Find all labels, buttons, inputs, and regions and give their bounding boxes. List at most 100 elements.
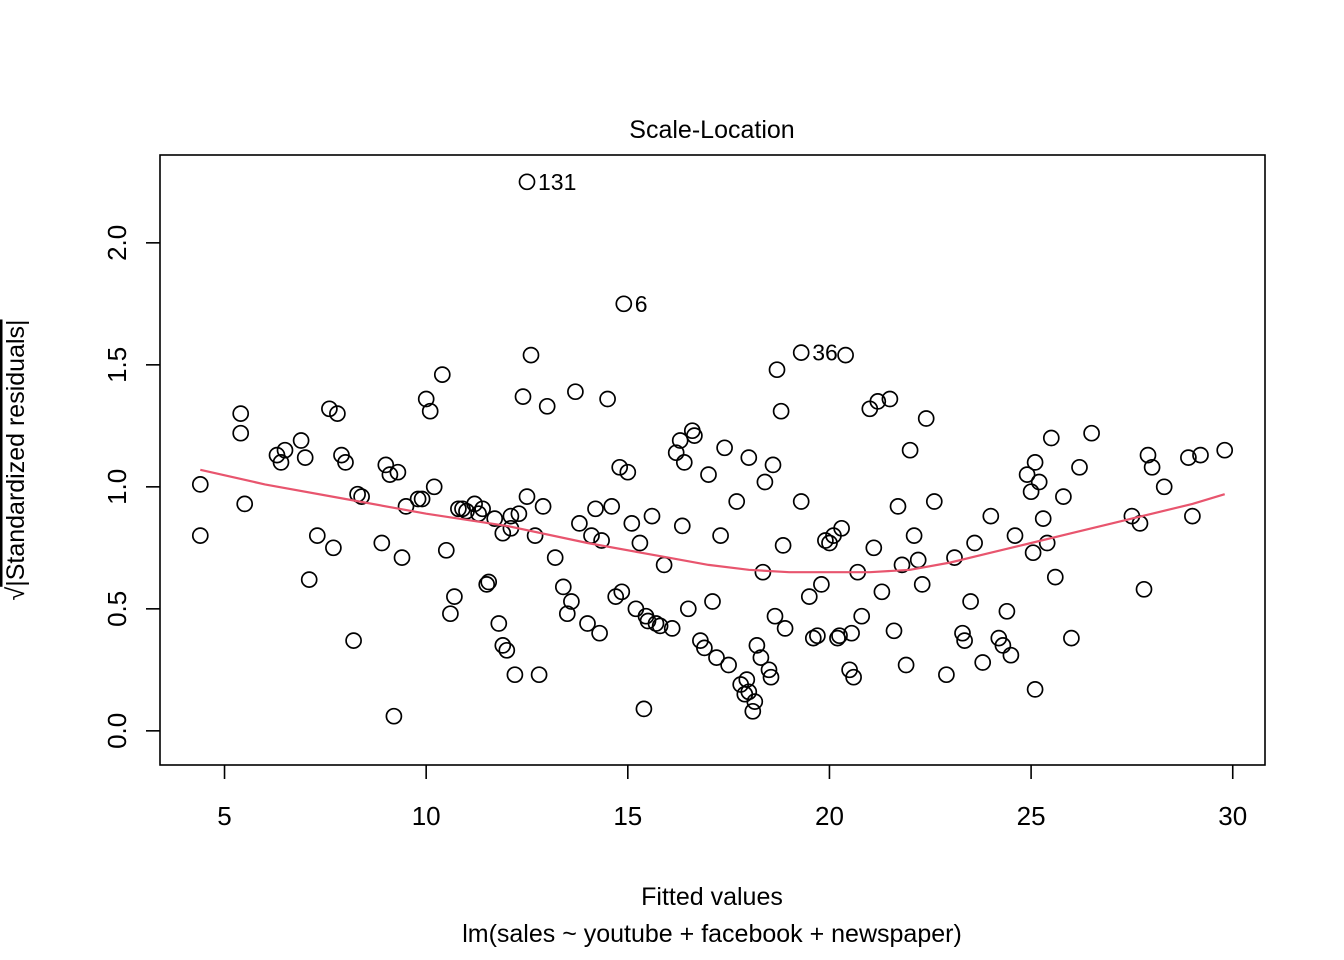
data-point [538, 397, 556, 415]
y-tick-label: 0.5 [102, 591, 132, 627]
data-point [554, 578, 572, 596]
data-point [603, 498, 621, 515]
data-point [643, 507, 661, 525]
data-point [567, 383, 584, 401]
data-point [938, 666, 955, 684]
data-point [417, 390, 435, 408]
data-point [466, 495, 483, 513]
data-point [1135, 580, 1153, 598]
data-point [1042, 429, 1060, 447]
x-tick-label: 25 [1017, 801, 1046, 831]
data-point [563, 593, 580, 610]
point-label-131: 131 [538, 169, 576, 195]
x-axis-label: Fitted values [641, 883, 783, 911]
data-point [329, 405, 346, 422]
data-point [1002, 646, 1020, 664]
data-point [534, 498, 552, 515]
data-point [1143, 458, 1161, 476]
data-point [917, 410, 935, 427]
data-point [409, 490, 427, 508]
data-point [956, 632, 973, 649]
data-point [679, 600, 697, 618]
data-point [514, 388, 532, 405]
data-point [510, 505, 528, 523]
data-point [966, 534, 983, 552]
data-point [546, 549, 564, 566]
data-point [1055, 488, 1072, 505]
data-point [433, 366, 451, 383]
data-point [498, 641, 516, 659]
data-point [1180, 449, 1197, 466]
data-point [413, 490, 431, 508]
data-point [756, 473, 774, 491]
data-point [558, 605, 576, 623]
data-point [442, 605, 459, 623]
data-point [696, 639, 713, 657]
data-point [766, 607, 784, 625]
y-tick-label: 0.0 [102, 713, 132, 749]
data-point [905, 527, 923, 544]
data-point [1022, 483, 1040, 501]
data-point [345, 632, 362, 649]
data-point [704, 593, 721, 610]
data-point [716, 439, 733, 457]
data-point [776, 620, 794, 637]
data-point [613, 583, 631, 601]
data-point [720, 656, 737, 674]
data-point [522, 346, 540, 364]
y-axis-label-radical: √ [2, 587, 30, 601]
data-point [809, 627, 826, 645]
data-point [708, 649, 725, 666]
labeled-data-point [615, 295, 633, 313]
data-point [191, 527, 209, 544]
data-point [619, 463, 637, 481]
data-point [486, 510, 504, 527]
data-point [437, 541, 455, 559]
data-point [873, 583, 891, 601]
data-point [490, 615, 508, 632]
data-point [1192, 446, 1209, 464]
data-point [954, 624, 971, 642]
data-point [982, 507, 1000, 525]
data-point [308, 527, 326, 544]
data-point [623, 515, 641, 532]
data-point [393, 549, 411, 566]
data-point [881, 390, 899, 408]
y-tick-label: 1.5 [102, 347, 132, 383]
data-point [518, 488, 536, 505]
data-point [1030, 473, 1048, 491]
data-point [837, 346, 854, 364]
data-point [421, 402, 439, 420]
data-point [1155, 478, 1173, 496]
data-point [385, 707, 403, 725]
y-axis-label: √|Standardized residuals| [2, 319, 30, 600]
data-point [752, 649, 770, 666]
data-point [236, 495, 254, 513]
data-point [337, 454, 354, 471]
point-label-6: 6 [635, 291, 648, 317]
data-point [792, 493, 810, 510]
data-point [474, 500, 491, 518]
data-point [744, 702, 762, 720]
data-point [1026, 681, 1044, 698]
x-tick-label: 30 [1218, 801, 1247, 831]
loess-smooth-line [200, 468, 1226, 574]
data-point [480, 573, 498, 591]
data-point [599, 390, 616, 408]
data-point [800, 588, 818, 605]
data-point [1083, 424, 1100, 442]
data-point [663, 620, 681, 637]
data-point [897, 656, 915, 674]
data-point [667, 444, 685, 462]
data-point [962, 593, 979, 610]
data-point [748, 637, 766, 654]
data-point [377, 456, 395, 474]
data-point [232, 405, 250, 422]
data-point [579, 615, 596, 632]
data-point [655, 556, 673, 574]
data-point [635, 700, 653, 718]
data-point [1026, 454, 1044, 471]
data-point [893, 556, 911, 574]
data-point [353, 488, 370, 505]
